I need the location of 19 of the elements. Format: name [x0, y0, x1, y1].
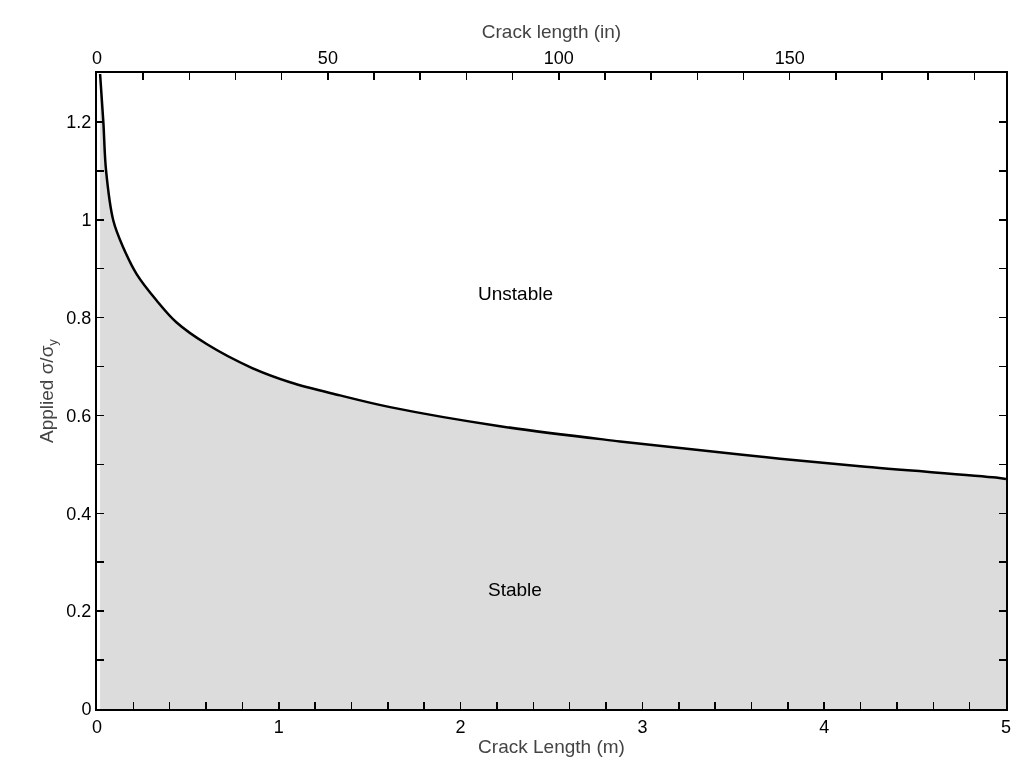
y-tick-label: 0.8 [66, 307, 92, 328]
x-axis-title: Crack Length (m) [478, 735, 625, 757]
x-tick-label: 3 [637, 716, 648, 737]
y-tick-label: 0 [81, 699, 92, 720]
x2-tick-label: 150 [774, 47, 805, 68]
x-tick-label: 5 [1000, 716, 1012, 737]
y-tick-label: 0.4 [66, 503, 92, 524]
y-tick-label: 1.2 [66, 112, 92, 133]
x2-tick-label: 50 [317, 47, 338, 68]
annotation: Stable [488, 579, 542, 600]
x-tick-label: 1 [273, 716, 284, 737]
y-tick-label: 1 [81, 210, 92, 231]
x2-axis-title: Crack length (in) [481, 21, 622, 43]
x-tick-label: 2 [455, 716, 466, 737]
y-tick-label: 0.6 [66, 405, 92, 426]
y-tick-label: 0.2 [66, 601, 92, 622]
x2-tick-label: 100 [543, 47, 574, 68]
annotation: Unstable [478, 283, 553, 304]
x-tick-label: 4 [819, 716, 830, 737]
